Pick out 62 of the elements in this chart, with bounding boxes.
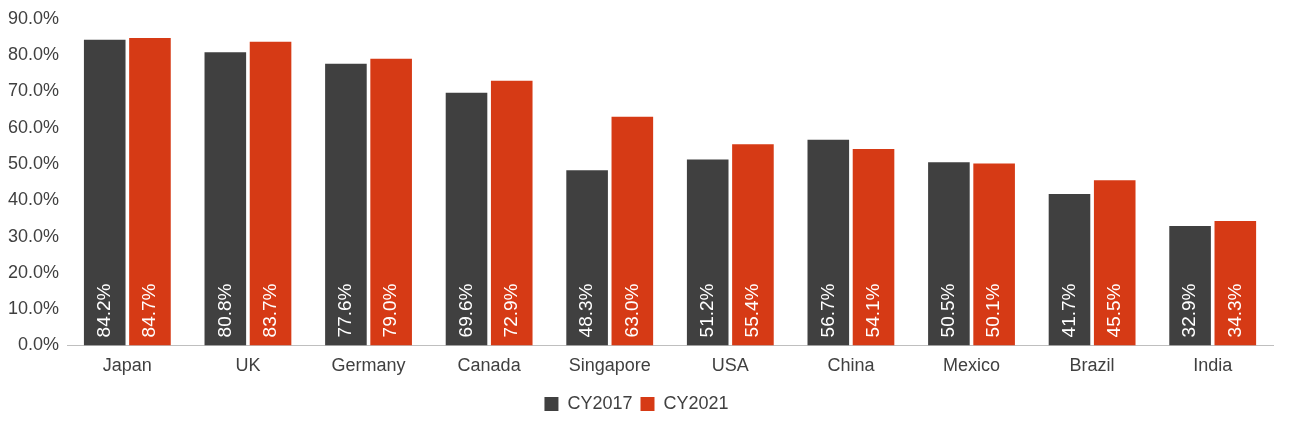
data-label: 77.6% (334, 283, 356, 338)
bar (852, 149, 895, 346)
bar (973, 163, 1015, 346)
bar (204, 52, 247, 346)
bar (928, 162, 970, 346)
data-label: 83.7% (258, 283, 280, 338)
x-tick-label: Singapore (568, 355, 651, 376)
data-label: 84.2% (92, 283, 114, 338)
y-tick-label: 10.0% (7, 298, 60, 319)
y-tick-label: 0.0% (18, 334, 60, 355)
x-tick-label: Canada (457, 355, 522, 376)
bar (566, 170, 608, 346)
x-tick-label: Japan (102, 355, 152, 376)
data-label: 34.3% (1223, 283, 1245, 338)
x-tick-label: Brazil (1069, 355, 1115, 376)
y-tick-label: 90.0% (7, 7, 60, 28)
bar (370, 58, 412, 346)
bar (1048, 194, 1091, 346)
y-tick-label: 50.0% (7, 152, 60, 173)
bar (1093, 180, 1136, 346)
y-tick-label: 80.0% (7, 44, 60, 65)
data-label: 50.1% (982, 283, 1004, 338)
y-tick-label: 60.0% (7, 116, 60, 137)
data-label: 51.2% (695, 283, 717, 338)
x-tick-label: Mexico (943, 355, 1001, 376)
bar (325, 63, 367, 346)
data-label: 63.0% (620, 283, 642, 338)
bar (732, 144, 774, 346)
y-tick-label: 70.0% (7, 80, 60, 101)
legend-label: CY2021 (663, 392, 729, 413)
y-tick-label: 20.0% (7, 261, 60, 282)
bar (249, 41, 292, 346)
bar (1169, 226, 1211, 346)
data-label: 41.7% (1057, 283, 1079, 338)
data-label: 79.0% (379, 283, 401, 338)
data-label: 69.6% (454, 283, 476, 338)
data-label: 48.3% (575, 283, 597, 338)
data-label: 45.5% (1102, 283, 1124, 338)
legend-label: CY2017 (567, 392, 633, 413)
data-label: 32.9% (1178, 283, 1200, 338)
bar (686, 159, 729, 346)
x-tick-label: Germany (331, 355, 406, 376)
data-label: 56.7% (816, 283, 838, 338)
bar (490, 80, 533, 346)
y-tick-label: 40.0% (7, 189, 60, 210)
data-label: 55.4% (741, 283, 763, 338)
x-tick-label: China (827, 355, 876, 376)
bar (445, 92, 488, 346)
bar (83, 39, 126, 346)
bar (1214, 220, 1257, 346)
bar (129, 38, 171, 346)
data-label: 84.7% (138, 283, 160, 338)
bar (807, 139, 850, 346)
data-label: 50.5% (937, 283, 959, 338)
x-tick-label: India (1193, 355, 1234, 376)
bar (611, 116, 654, 346)
y-tick-label: 30.0% (7, 225, 60, 246)
x-tick-label: UK (235, 355, 261, 376)
data-label: 54.1% (861, 283, 883, 338)
x-tick-label: USA (711, 355, 749, 376)
data-label: 72.9% (499, 283, 521, 338)
data-label: 80.8% (213, 283, 235, 338)
